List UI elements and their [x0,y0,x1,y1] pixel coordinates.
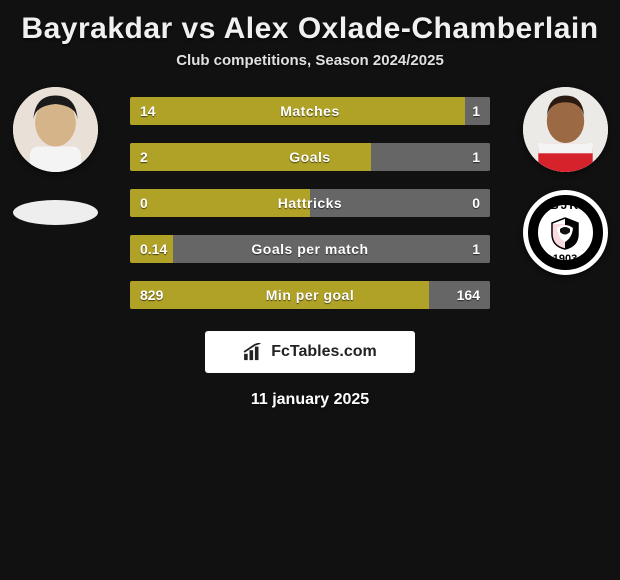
bar-value-left: 0.14 [140,241,167,257]
bar-label: Goals per match [251,241,368,257]
left-player-avatar [13,87,98,172]
left-club-badge-placeholder [13,200,98,225]
bar-label: Goals [289,149,330,165]
stat-bar: 829 164 Min per goal [130,281,490,309]
bar-value-right: 1 [472,149,480,165]
bar-value-right: 1 [472,241,480,257]
brand-label: FcTables.com [271,343,377,361]
stat-bar: 14 1 Matches [130,97,490,125]
stat-bar: 0 0 Hattricks [130,189,490,217]
bar-value-right: 164 [457,287,480,303]
club-year-label: 1903 [553,253,577,265]
stat-bar: 0.14 1 Goals per match [130,235,490,263]
right-club-badge: BJK 1903 [523,190,608,275]
chart-icon [243,343,265,361]
date-label: 11 january 2025 [0,391,620,409]
bar-value-right: 0 [472,195,480,211]
left-player-column [10,87,100,225]
page-title: Bayrakdar vs Alex Oxlade-Chamberlain [0,0,620,52]
bar-fill-left [130,143,371,171]
stat-bars: 14 1 Matches 2 1 Goals 0 0 Hattricks 0.14 1 Goals p… [130,87,490,309]
bar-label: Hattricks [278,195,342,211]
brand-box[interactable]: FcTables.com [205,331,415,373]
bar-value-left: 829 [140,287,163,303]
stat-bar: 2 1 Goals [130,143,490,171]
club-code-label: BJK [550,198,580,212]
bar-value-left: 14 [140,103,156,119]
bar-value-left: 0 [140,195,148,211]
bar-label: Min per goal [266,287,354,303]
subtitle: Club competitions, Season 2024/2025 [0,52,620,87]
right-player-avatar [523,87,608,172]
right-player-column: BJK 1903 [520,87,610,275]
bar-value-left: 2 [140,149,148,165]
comparison-panel: BJK 1903 14 1 Matches 2 1 Goals 0 0 Hattricks 0.1… [0,87,620,309]
bar-label: Matches [280,103,340,119]
bar-value-right: 1 [472,103,480,119]
